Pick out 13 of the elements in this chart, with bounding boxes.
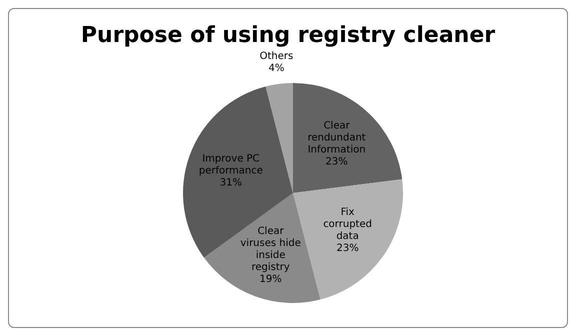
pie-slice <box>204 193 320 303</box>
data-label: 31% <box>220 177 242 188</box>
pie-slice <box>266 83 293 193</box>
slice-label: Clear viruses hide inside registry <box>240 226 301 273</box>
slice-label: Improve PC performance <box>198 153 263 176</box>
slice-label: Fix corrupted data <box>323 206 372 242</box>
data-label: 23% <box>336 242 359 254</box>
chart-title: Purpose of using registry cleaner <box>80 23 496 48</box>
data-label: 23% <box>326 156 348 167</box>
slice-label: Others <box>260 50 294 62</box>
slice-label: Clear rendundant Information <box>308 120 366 155</box>
data-label: 4% <box>268 62 284 74</box>
data-label: 19% <box>260 274 282 285</box>
